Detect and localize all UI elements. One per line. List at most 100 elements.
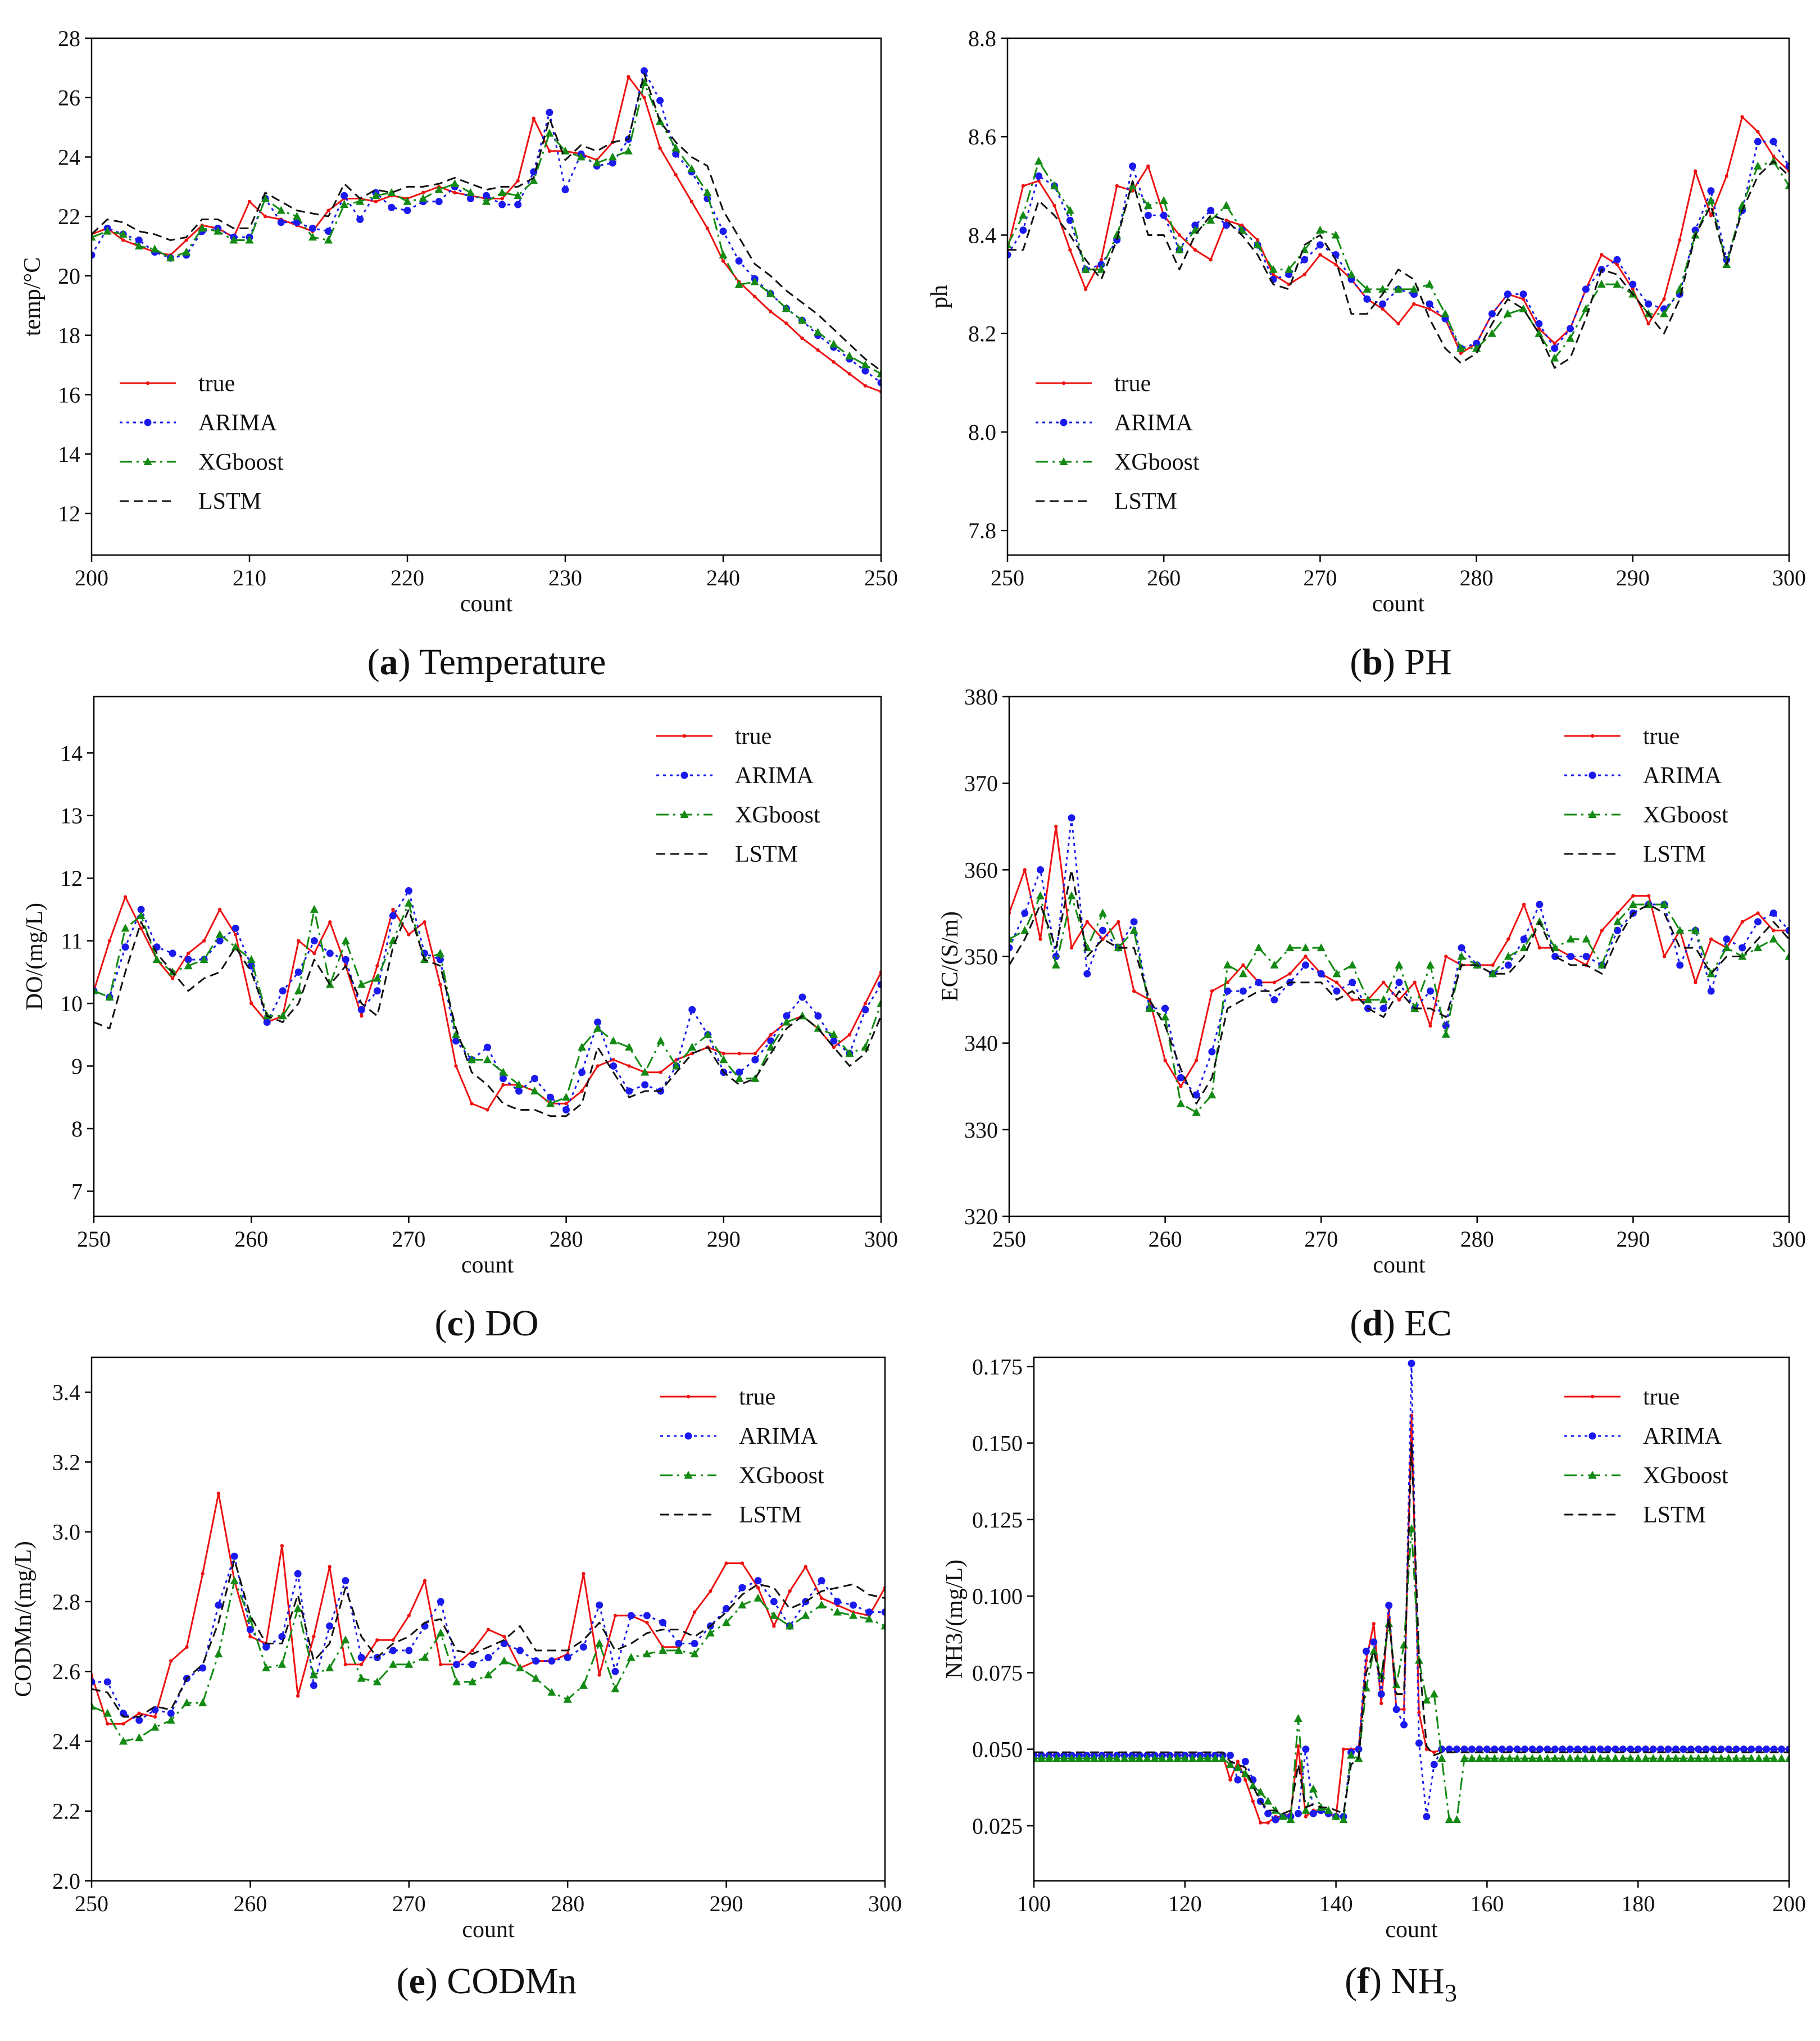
data-point (547, 1093, 555, 1101)
data-point (1693, 169, 1698, 173)
data-point (1551, 953, 1559, 960)
series-line-true (94, 896, 881, 1111)
data-point (1099, 908, 1108, 917)
data-point (185, 1645, 189, 1649)
y-tick-label: 0.025 (972, 1813, 1023, 1839)
data-point (1459, 351, 1463, 355)
data-point (1207, 207, 1215, 215)
data-point (1756, 130, 1760, 134)
data-point (404, 898, 413, 907)
data-point (1707, 987, 1715, 995)
data-point (1317, 970, 1325, 978)
data-point (1068, 248, 1072, 252)
data-point (596, 1601, 603, 1609)
chart-panel-c: 250 260 270 280 290 300 7 8 9 10 11 12 13 14 count DO/(… (22, 696, 898, 1344)
data-point (1427, 307, 1432, 311)
data-point (1161, 1004, 1169, 1012)
data-point (861, 367, 869, 375)
data-point (1483, 1745, 1491, 1753)
data-point (1437, 1753, 1446, 1762)
y-tick-label: 3.0 (52, 1520, 80, 1545)
data-point (1009, 944, 1013, 952)
data-point (439, 1662, 443, 1666)
legend-label-xgboost: XGboost (1643, 802, 1728, 828)
data-point (814, 328, 823, 336)
data-point (169, 949, 176, 957)
data-point (1659, 309, 1668, 317)
panel-caption: (d) EC (1350, 1303, 1452, 1344)
data-point (816, 348, 820, 352)
data-point (1769, 909, 1777, 917)
data-point (1144, 211, 1152, 219)
data-point (1613, 917, 1622, 925)
data-point (546, 108, 553, 116)
data-point (1210, 989, 1214, 993)
data-point (470, 1648, 474, 1653)
data-point (1631, 894, 1635, 898)
data-point (438, 983, 442, 987)
data-point (1468, 1753, 1477, 1762)
data-point (709, 1589, 712, 1593)
data-point (1574, 1745, 1582, 1753)
data-point (1128, 1753, 1137, 1762)
data-point (501, 1083, 505, 1087)
data-point (343, 1662, 348, 1666)
y-tick-label: 12 (58, 501, 80, 526)
data-point (1286, 943, 1295, 952)
data-point (877, 379, 881, 387)
data-point (1618, 1753, 1627, 1762)
data-point (436, 956, 444, 963)
data-point (1324, 1806, 1333, 1814)
x-tick-label: 300 (864, 1226, 898, 1252)
data-point (498, 201, 506, 208)
data-point (356, 216, 364, 224)
data-point (832, 1045, 836, 1049)
data-point (1566, 334, 1575, 342)
data-point (215, 1601, 223, 1609)
data-point (201, 1572, 205, 1576)
x-tick-label: 260 (1149, 1226, 1182, 1252)
data-point (1566, 934, 1575, 943)
data-point (1335, 980, 1339, 984)
data-point (1228, 1778, 1232, 1782)
data-point (611, 1058, 615, 1062)
x-tick-label: 280 (1460, 1226, 1494, 1252)
data-point (1582, 285, 1590, 293)
data-point (1396, 321, 1400, 326)
data-point (1490, 1753, 1499, 1762)
data-point (1687, 1745, 1695, 1753)
data-point (1115, 184, 1119, 188)
x-axis-label: count (1385, 1917, 1438, 1943)
y-tick-label: 13 (60, 803, 83, 829)
data-point (532, 1674, 541, 1682)
data-point (484, 1653, 492, 1661)
y-axis-label: NH3/(mg/L) (942, 1560, 968, 1679)
data-point (324, 235, 333, 244)
data-point (1397, 998, 1401, 1002)
data-point (1753, 161, 1762, 170)
legend: true ARIMA XGboost LSTM (656, 724, 820, 867)
data-point (845, 351, 854, 360)
data-point (1177, 233, 1182, 237)
data-point (1491, 963, 1495, 967)
data-point (233, 933, 238, 937)
data-point (498, 188, 507, 196)
data-point (1506, 937, 1510, 941)
data-point (1694, 1753, 1703, 1762)
data-point (1521, 1745, 1529, 1753)
y-tick-label: 350 (964, 944, 998, 970)
data-point (1706, 196, 1715, 204)
data-point (801, 1611, 810, 1619)
data-point (1491, 1745, 1499, 1753)
data-point (423, 1579, 427, 1583)
data-point (1105, 1753, 1114, 1762)
data-point (1596, 1745, 1604, 1753)
data-point (1317, 943, 1326, 952)
data-point (453, 190, 457, 195)
legend-label-lstm: LSTM (739, 1502, 802, 1528)
data-point (1051, 960, 1060, 969)
data-point (151, 1722, 160, 1731)
data-point (405, 1660, 414, 1668)
series-xgboost (92, 78, 881, 378)
data-point (561, 186, 569, 194)
